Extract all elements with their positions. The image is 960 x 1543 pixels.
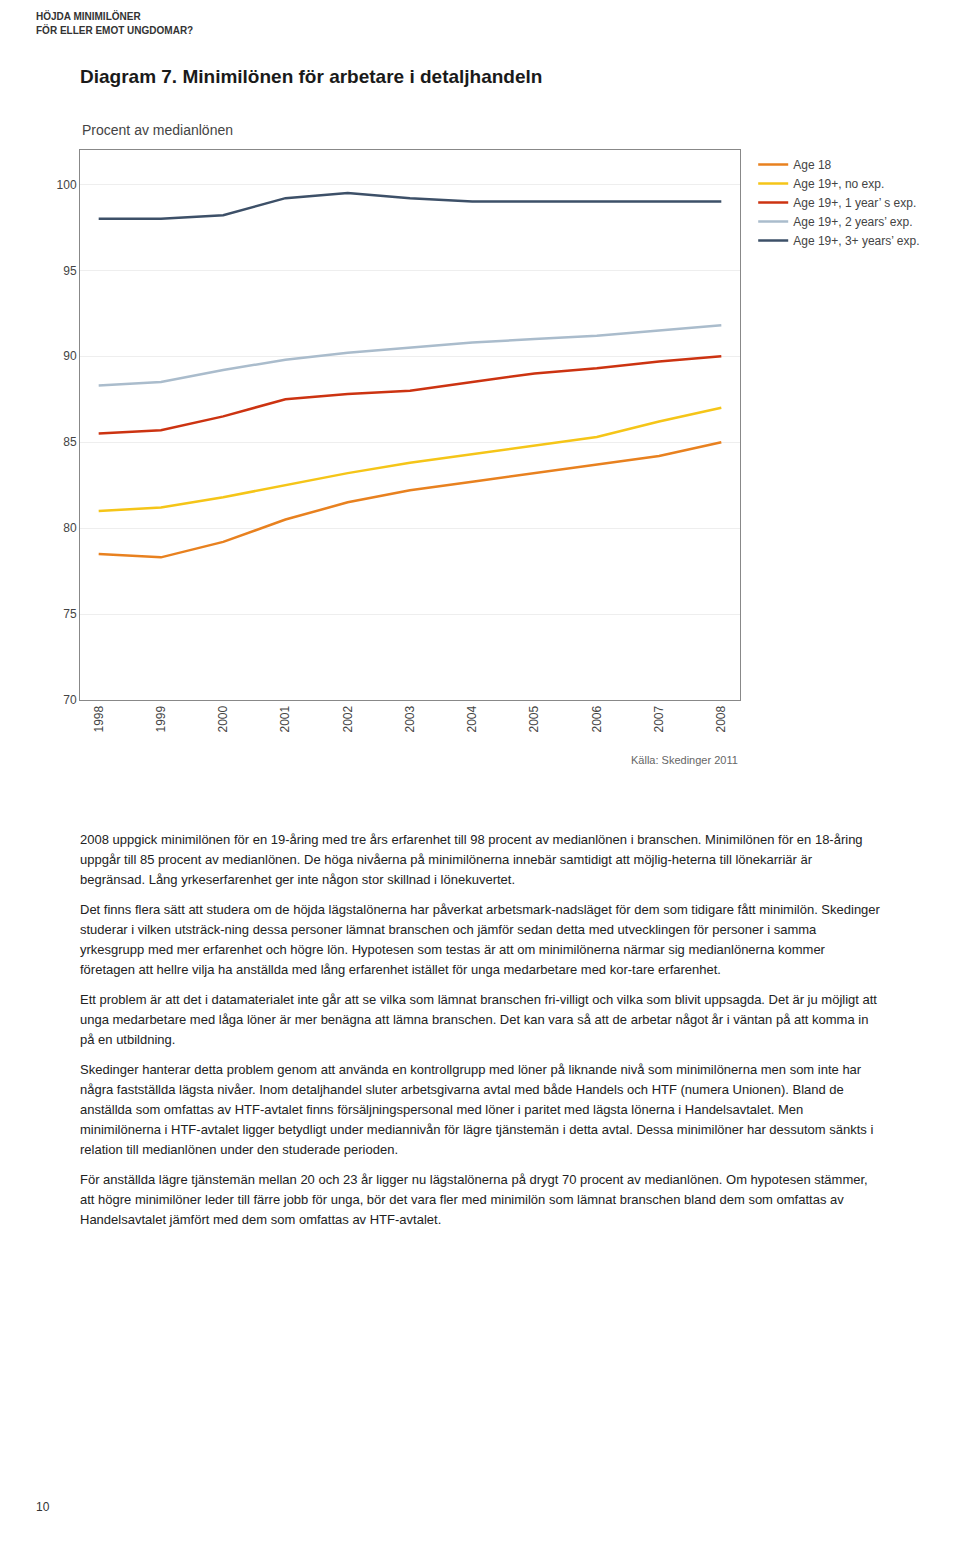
svg-text:2000: 2000 — [216, 705, 230, 732]
svg-text:2003: 2003 — [403, 705, 417, 732]
svg-text:85: 85 — [63, 435, 77, 449]
svg-text:Age 18: Age 18 — [793, 158, 831, 172]
svg-text:1998: 1998 — [92, 705, 106, 732]
svg-text:2004: 2004 — [465, 705, 479, 732]
html-text:Skedinger hanterar detta probl: Skedinger hanterar detta problem genom a… — [80, 1062, 874, 1157]
svg-text:2002: 2002 — [341, 705, 355, 732]
html-text:10: 10 — [36, 1500, 50, 1514]
svg-text:Källa: Skedinger 2011: Källa: Skedinger 2011 — [631, 754, 738, 766]
html-text:FÖR ELLER EMOT UNGDOMAR?: FÖR ELLER EMOT UNGDOMAR? — [36, 25, 194, 36]
svg-text:70: 70 — [63, 693, 77, 707]
svg-text:Diagram 7. Minimilönen för arb: Diagram 7. Minimilönen för arbetare i de… — [80, 66, 542, 87]
svg-text:Age 19+, 1 year’ s exp.: Age 19+, 1 year’ s exp. — [793, 196, 916, 210]
svg-text:Age 19+, 3+ years’ exp.: Age 19+, 3+ years’ exp. — [793, 234, 919, 248]
svg-text:2008: 2008 — [714, 705, 728, 732]
html-text:Ett problem är att det i datam: Ett problem är att det i datamaterialet … — [80, 992, 877, 1047]
svg-text:95: 95 — [63, 264, 77, 278]
html-text:Det finns flera sätt att stude: Det finns flera sätt att studera om de h… — [80, 902, 880, 977]
svg-text:75: 75 — [63, 607, 77, 621]
svg-text:2005: 2005 — [527, 705, 541, 732]
svg-text:2007: 2007 — [652, 705, 666, 732]
svg-text:Age 19+, 2 years’ exp.: Age 19+, 2 years’ exp. — [793, 215, 912, 229]
svg-text:80: 80 — [63, 521, 77, 535]
svg-text:Age 19+, no exp.: Age 19+, no exp. — [793, 177, 884, 191]
svg-text:1999: 1999 — [154, 705, 168, 732]
svg-text:2006: 2006 — [590, 705, 604, 732]
html-text:För anställda lägre tjänstemän: För anställda lägre tjänstemän mellan 20… — [80, 1172, 868, 1227]
html-text:HÖJDA MINIMILÖNER: HÖJDA MINIMILÖNER — [36, 11, 141, 22]
svg-text:90: 90 — [63, 349, 77, 363]
svg-text:100: 100 — [57, 178, 77, 192]
svg-text:Procent av medianlönen: Procent av medianlönen — [82, 122, 233, 138]
svg-text:2001: 2001 — [278, 705, 292, 732]
html-text:2008 uppgick minimilönen för e: 2008 uppgick minimilönen för en 19-åring… — [80, 832, 863, 887]
